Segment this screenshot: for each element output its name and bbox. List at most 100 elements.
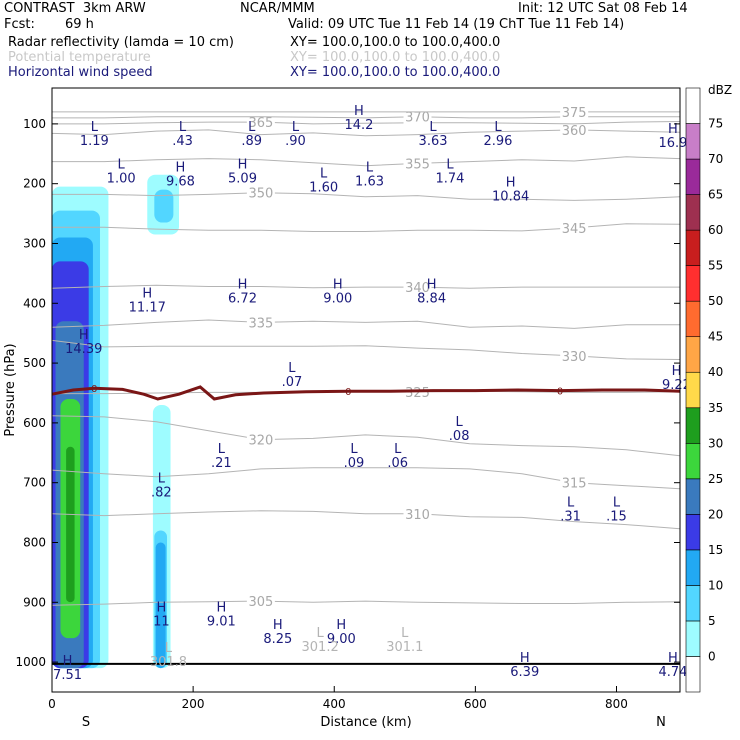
wind-extremum-value: 9.68 <box>166 175 195 190</box>
wind-extremum-value: 9.22 <box>662 378 691 393</box>
wind-extremum-symbol: L <box>350 442 358 457</box>
y-tick-label: 400 <box>23 296 46 310</box>
wind-extremum-value: 1.19 <box>80 134 109 149</box>
theta-contour <box>51 510 681 530</box>
theta-contour-label: 340 <box>405 281 430 296</box>
wind-extremum-symbol: L <box>366 161 374 176</box>
theta-contour-label: 335 <box>248 316 273 331</box>
wind-extremum-symbol: H <box>273 618 283 633</box>
colorbar-swatch <box>685 371 701 409</box>
wind-extremum-symbol: L <box>320 167 328 182</box>
fcst-label: Fcst: <box>4 17 35 32</box>
zero-line-label: 0 <box>91 384 97 395</box>
wind-extremum-value: 8.25 <box>263 632 292 647</box>
wind-extremum-value: 1.74 <box>435 172 464 187</box>
y-tick-label: 200 <box>23 177 46 191</box>
colorbar-level-label: 30 <box>708 436 723 450</box>
wind-extremum-symbol: L <box>91 120 99 135</box>
colorbar-level-label: 5 <box>708 614 716 628</box>
colorbar-swatch <box>685 87 701 124</box>
theta-label-bg <box>246 315 275 330</box>
valid-time: Valid: 09 UTC Tue 11 Feb 14 (19 ChT Tue … <box>288 17 625 32</box>
colorbar-level-label: 0 <box>708 649 716 663</box>
theta-contour-label: 330 <box>562 350 587 365</box>
theta-label-bg <box>560 475 589 490</box>
theta-label-bg <box>403 156 432 171</box>
colorbar-level-label: 25 <box>708 472 723 486</box>
zero-line-layer: 0 0 0 <box>51 384 681 401</box>
wind-extremum-symbol: H <box>176 161 186 176</box>
field-name-theta: Potential temperature <box>8 50 151 65</box>
colorbar-swatch <box>685 620 701 657</box>
wind-extremum-value: .43 <box>172 134 193 149</box>
colorbar-swatch <box>685 656 701 693</box>
x-axis-label: Distance (km) <box>320 715 411 730</box>
colorbar: 0 5 10 15 20 25 30 35 40 45 50 55 60 65 70 75 dBZ <box>685 83 732 693</box>
theta-contour <box>51 415 681 457</box>
wind-extremum-symbol: H <box>354 104 364 119</box>
wind-extremum-value: 1.00 <box>107 172 136 187</box>
wind-extremum-value: .07 <box>282 375 303 390</box>
wind-extremum-value: 14.39 <box>65 342 102 357</box>
colorbar-swatch <box>685 194 701 231</box>
theta-label-bg <box>560 220 589 235</box>
model-title: CONTRAST 3km ARW <box>4 1 146 16</box>
wind-extremum-symbol: H <box>238 158 248 173</box>
theta-extremum-symbol: L <box>401 626 409 641</box>
wind-extremum-value: 16.9 <box>658 136 687 151</box>
wind-extremum-value: .08 <box>449 429 470 444</box>
wind-extremum-value: 9.01 <box>207 614 236 629</box>
wind-extremum-value: .90 <box>285 134 306 149</box>
wind-extremum-symbol: H <box>63 654 73 669</box>
wind-extremum-value: .15 <box>606 510 627 525</box>
theta-contour-label: 375 <box>562 106 587 121</box>
wind-extremum-symbol: L <box>158 472 166 487</box>
reflectivity-cell <box>66 446 75 603</box>
colorbar-swatch <box>685 336 701 373</box>
wind-extremum-symbol: H <box>333 277 343 292</box>
wind-extremum-symbol: L <box>118 158 126 173</box>
colorbar-level-label: 70 <box>708 152 723 166</box>
y-tick-label: 1000 <box>15 655 46 669</box>
theta-extremum-value: 301.1 <box>386 640 423 655</box>
wind-extremum-symbol: L <box>248 120 256 135</box>
x-end-label-left: S <box>82 715 90 730</box>
wind-extremum-symbol: L <box>394 442 402 457</box>
colorbar-swatch <box>685 265 701 302</box>
theta-contour-label: 310 <box>405 508 430 523</box>
theta-label-bg <box>560 104 589 119</box>
wind-extremum-symbol: H <box>672 364 682 379</box>
colorbar-level-label: 40 <box>708 365 723 379</box>
colorbar-swatch <box>685 585 701 622</box>
theta-contour <box>52 192 681 201</box>
wind-extremum-value: .89 <box>241 134 262 149</box>
zero-line-label: 0 <box>557 387 563 398</box>
wind-extremum-symbol: L <box>179 120 187 135</box>
theta-extremum-value: 301.8 <box>150 655 187 670</box>
theta-contour-layer: 305 310 315 320 325 330 335 340 345 350 355 360 365 3… <box>51 104 681 610</box>
theta-label-bg <box>246 432 275 447</box>
wind-extremum-symbol: L <box>288 361 296 376</box>
wind-extremum-value: 9.00 <box>327 632 356 647</box>
axes-layer: 100 200 300 400 500 600 700 800 900 1000 0 200 400 60… <box>3 117 680 730</box>
wind-extremum-value: 5.09 <box>228 172 257 187</box>
wind-extremum-value: .21 <box>211 456 232 471</box>
x-tick-label: 600 <box>464 697 487 711</box>
wind-extremum-value: 1.60 <box>309 181 338 196</box>
theta-contour-label: 360 <box>562 124 587 139</box>
init-time: Init: 12 UTC Sat 08 Feb 14 <box>518 1 688 16</box>
colorbar-level-label: 35 <box>708 401 723 415</box>
zero-line <box>51 385 681 401</box>
colorbar-unit: dBZ <box>708 83 732 97</box>
colorbar-level-label: 45 <box>708 330 723 344</box>
theta-contour <box>51 600 681 606</box>
wind-extremum-value: .06 <box>387 456 408 471</box>
org-label: NCAR/MMM <box>240 1 315 16</box>
wind-extremum-symbol: H <box>156 600 166 615</box>
theta-label-bg <box>403 280 432 295</box>
theta-contour <box>51 284 680 289</box>
y-tick-label: 100 <box>23 117 46 131</box>
theta-contour-label: 370 <box>405 111 430 126</box>
wind-extremum-symbol: H <box>520 651 530 666</box>
